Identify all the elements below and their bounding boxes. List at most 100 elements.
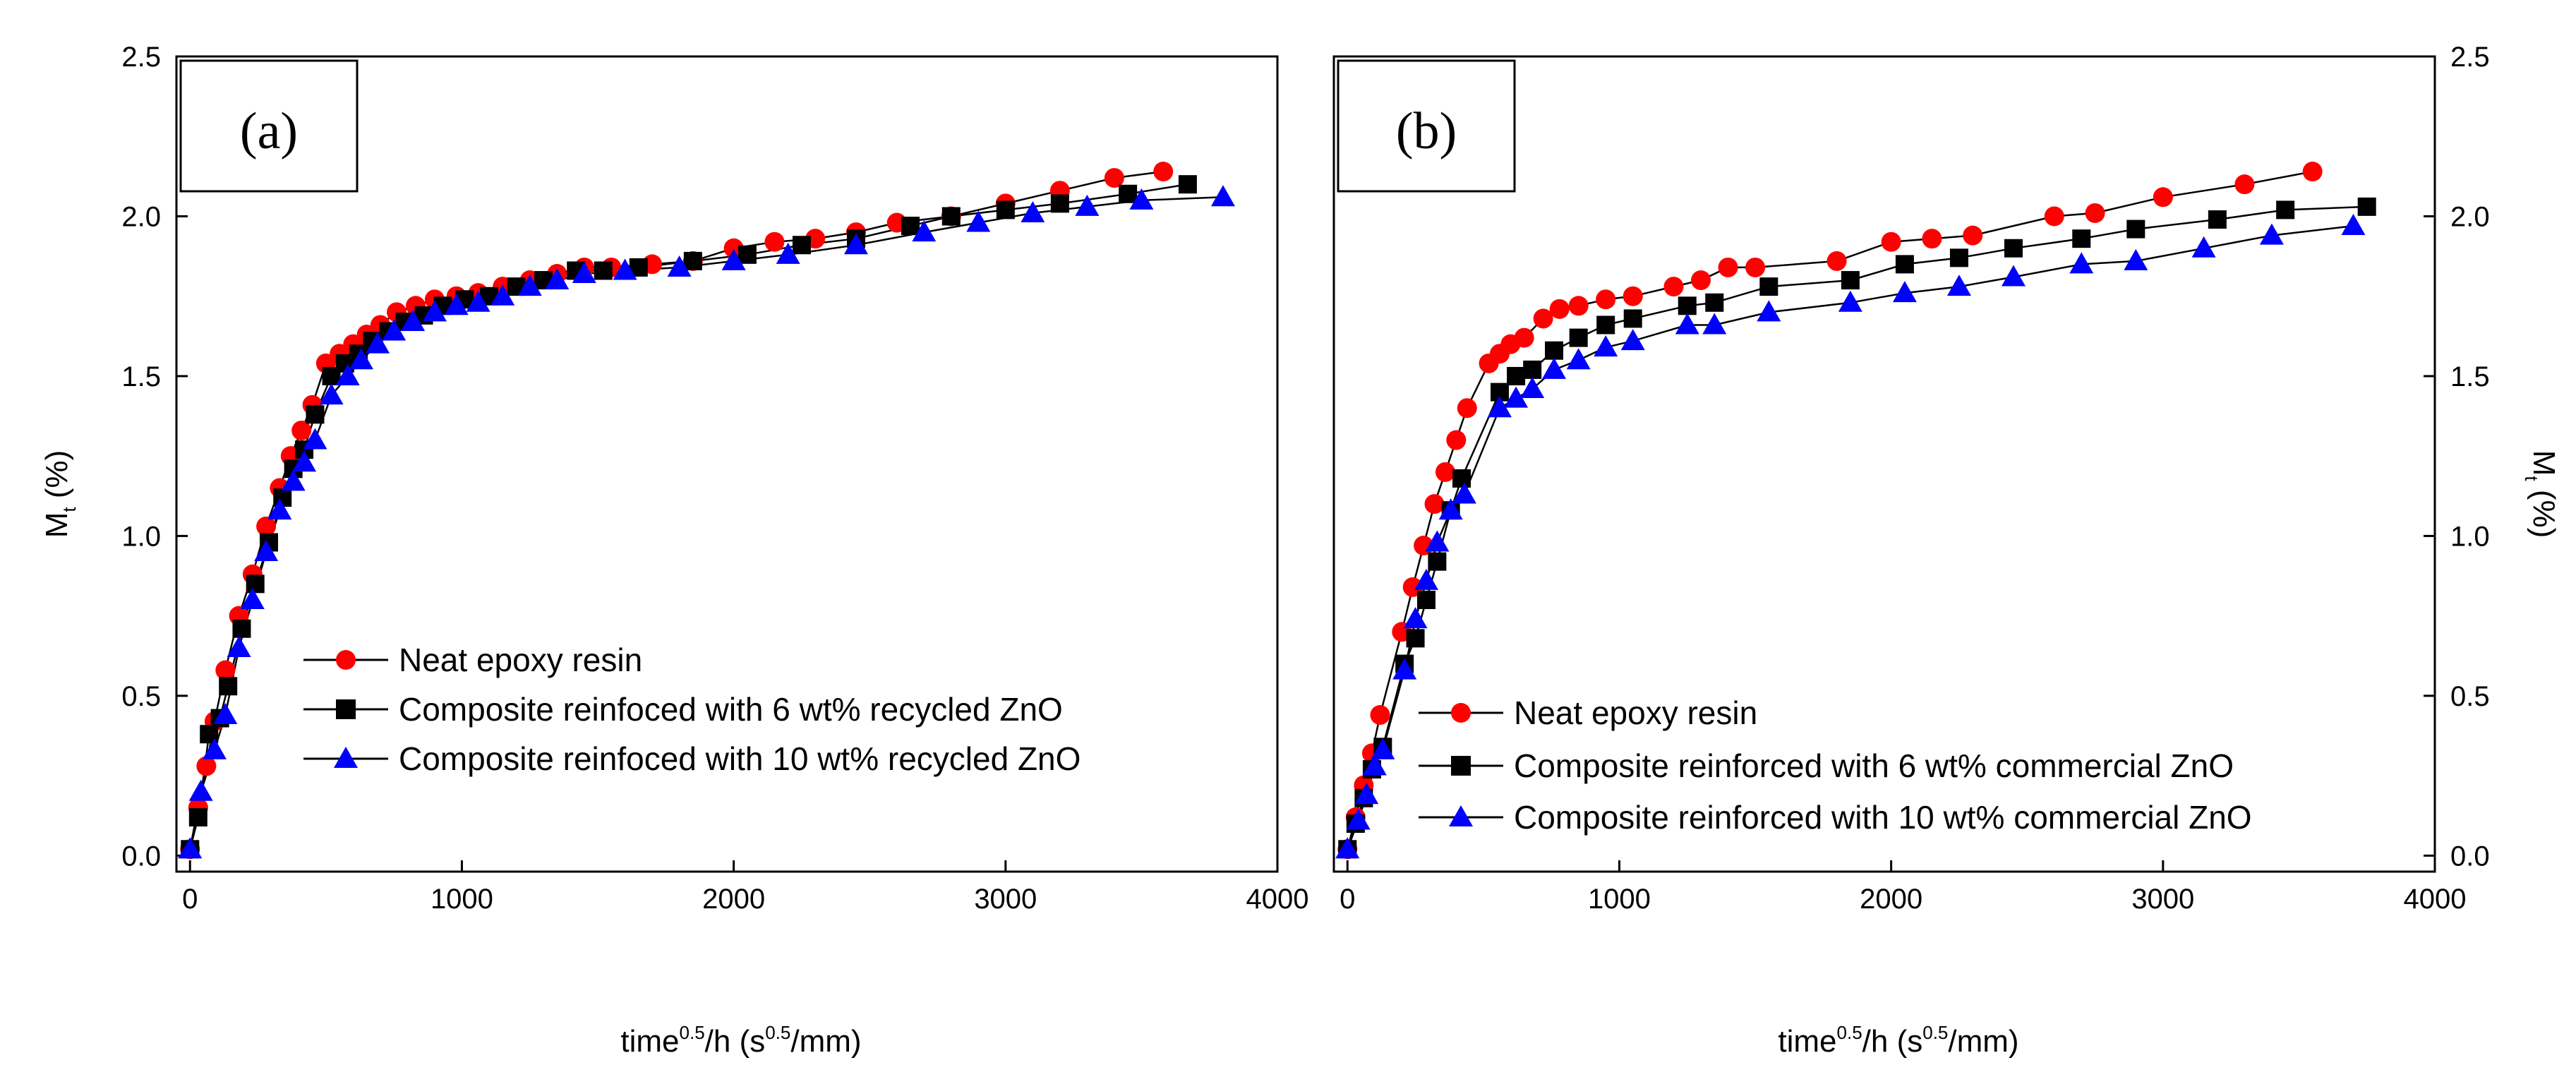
panel-b-legend-item-0: Neat epoxy resin <box>1419 694 1757 731</box>
panel-b-series-0-point <box>1457 398 1477 419</box>
svg-text:Mt (%): Mt (%) <box>2521 450 2561 538</box>
panel-b-series-2-line <box>1347 224 2354 850</box>
panel-a-series-2-point <box>1210 185 1235 207</box>
panel-a-xticks: 0 1000 2000 3000 4000 <box>182 860 1308 915</box>
panel-b-series-0-point <box>1623 286 1643 306</box>
panel-b-series-1-point <box>1841 271 1860 290</box>
panel-a-yticks: 0.0 0.5 1.0 1.5 2.0 2.5 <box>121 42 188 872</box>
panel-b-series <box>1335 162 2376 860</box>
panel-a-series-1-point <box>188 808 207 826</box>
panel-a-legend-label-2: Composite reinfoced with 10 wt% recycled… <box>399 740 1081 777</box>
panel-a-series-0-point <box>196 756 217 776</box>
panel-a-series-1-point <box>941 207 961 226</box>
panel-b-ytick-label: 0.5 <box>2450 681 2490 712</box>
panel-b-series-2-point <box>1438 498 1463 520</box>
panel-a-series-2-point <box>213 703 238 725</box>
panel-b-series-0-point <box>1533 308 1553 329</box>
panel-a-series-2-point <box>178 837 203 859</box>
panel-a-series-0-point <box>1153 162 1174 182</box>
panel-a-series-2-point <box>188 779 213 801</box>
panel-a-series-2-point <box>240 588 265 609</box>
panel-b-series-1-point <box>1569 328 1588 347</box>
panel-b-series-0-point <box>2234 174 2255 195</box>
panel-b-series-0-point <box>2302 162 2323 182</box>
panel-a-ytick-label: 0.0 <box>121 841 161 872</box>
panel-a-series-0-point <box>256 516 277 536</box>
panel-b-series-2-point <box>1452 482 1476 504</box>
panel-b-series-2-point <box>1354 783 1379 805</box>
panel-b-series-1-point <box>1949 248 1968 267</box>
panel-a-xtick-label: 2000 <box>702 884 765 915</box>
panel-b-series-2-point <box>1346 808 1371 830</box>
panel-b-legend-label-1: Composite reinforced with 6 wt% commerci… <box>1514 747 2234 784</box>
panel-b-ytick-label: 1.0 <box>2450 521 2490 552</box>
panel-b-series-2-point <box>1392 658 1417 680</box>
panel-b-series-0-point <box>1922 229 1942 249</box>
panel-a-series-2-point <box>1129 188 1154 210</box>
panel-b-series-2-point <box>1675 313 1699 335</box>
panel-a-series-2-point <box>1021 200 1045 222</box>
panel-a-series-2-point <box>422 300 447 322</box>
panel-b-series-1-point <box>2276 200 2295 219</box>
panel-b-series-0-point <box>1745 257 1766 277</box>
panel-b-series-2-point <box>1946 275 1971 296</box>
panel-b-series-1-point <box>1523 360 1542 379</box>
panel-b-series-0-point <box>2044 206 2064 227</box>
panel-a-label: (a) <box>240 102 298 160</box>
panel-b-series-1-point <box>1759 277 1778 296</box>
panel-b-series-2-point <box>1594 335 1618 357</box>
panel-b-series-2-point <box>1425 530 1450 552</box>
panel-a-series-2-point <box>349 348 373 370</box>
panel-b-series-1-point <box>1507 366 1526 385</box>
panel-a-series-2-point <box>319 383 344 405</box>
panel-a-series-1-point <box>738 245 757 264</box>
panel-a-series-2-point <box>267 498 292 520</box>
panel-b-legend-item-1: Composite reinforced with 6 wt% commerci… <box>1419 747 2234 784</box>
panel-b-series-2-point <box>2069 252 2094 274</box>
panel-a-series <box>178 162 1235 860</box>
panel-b-series-1-point <box>1705 293 1724 312</box>
panel-a-series-2-point <box>667 255 692 277</box>
panel-b-series-2-point <box>1487 396 1512 418</box>
panel-b-label: (b) <box>1396 102 1457 160</box>
panel-b-series-1-point <box>2208 210 2227 229</box>
panel-b-ylabel: Mt (%) <box>2521 450 2561 538</box>
panel-a-series-1-point <box>232 619 251 638</box>
panel-b-series-0-point <box>1424 494 1445 515</box>
panel-b-series-1-point <box>1895 255 1914 274</box>
panel-a-series-2-point <box>1075 194 1100 216</box>
panel-a-series-2-point <box>281 469 306 491</box>
panel-b-series-0-point <box>1549 299 1570 319</box>
panel-b-series-1-point <box>1545 341 1563 360</box>
panel-a-ytick-label: 1.0 <box>121 521 161 552</box>
panel-a-series-1-point <box>1119 184 1138 203</box>
panel-a-series-2-point <box>292 450 317 472</box>
panel-a-series-1-point <box>594 261 613 280</box>
panel-a-ytick-label: 1.5 <box>121 361 161 392</box>
panel-a-legend: Neat epoxy resin Composite reinfoced wit… <box>303 642 1081 777</box>
panel-a-xtick-label: 1000 <box>431 884 493 915</box>
panel-a-series-1-point <box>246 574 265 594</box>
panel-b-series-1-point <box>1452 469 1471 488</box>
panel-b-legend-label-2: Composite reinforced with 10 wt% commerc… <box>1514 799 2252 836</box>
panel-a-series-1-point <box>1178 175 1197 194</box>
panel-b-series-0-point <box>1881 231 1901 252</box>
panel-a-ytick-label: 2.0 <box>121 201 161 232</box>
panel-a-series-2-point <box>721 248 746 270</box>
panel-a-series-0-point <box>764 231 785 252</box>
panel-a-legend-label-1: Composite reinfoced with 6 wt% recycled … <box>399 691 1063 728</box>
panel-a-label-box <box>179 59 359 193</box>
panel-b-ytick-label: 0.0 <box>2450 841 2490 872</box>
panel-b-series-2-point <box>1702 313 1727 335</box>
panel-b-series-2-point <box>1335 837 1360 859</box>
panel-b-legend-item-2: Composite reinforced with 10 wt% commerc… <box>1419 799 2252 836</box>
panel-a-xtick-label: 4000 <box>1246 884 1309 915</box>
panel-b-series-2-point <box>1620 329 1645 351</box>
panel-b-series-0-point <box>1826 251 1847 271</box>
panel-b-series-2-point <box>1362 754 1387 776</box>
panel-a-series-2-point <box>303 428 327 450</box>
panel-b-legend: Neat epoxy resin Composite reinforced wi… <box>1419 694 2252 836</box>
panel-a-series-2-point <box>776 242 800 264</box>
